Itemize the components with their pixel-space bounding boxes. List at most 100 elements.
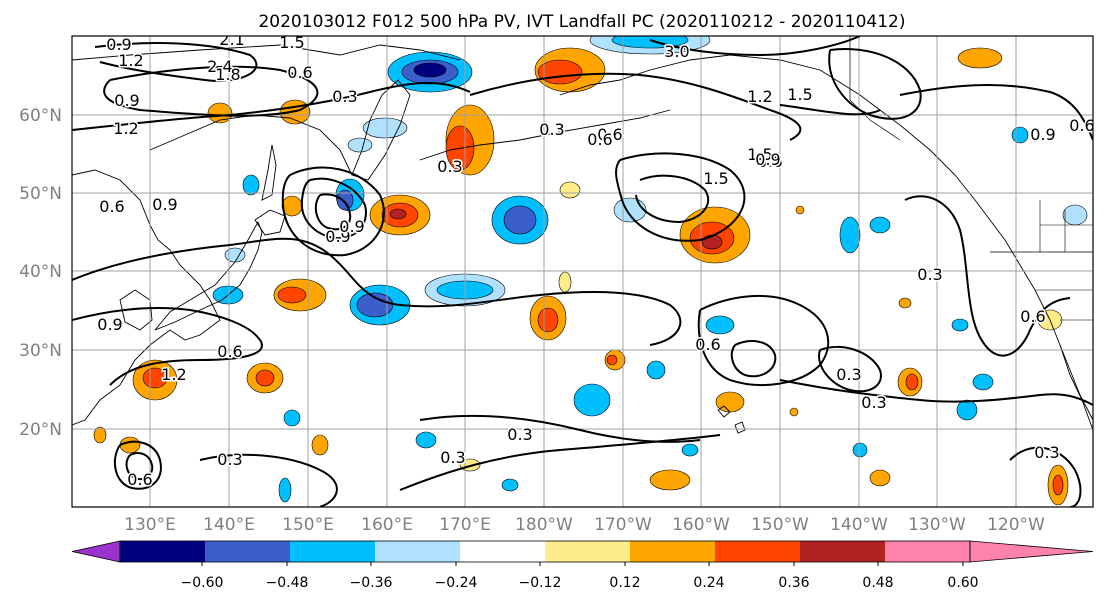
colorbar: −0.60 −0.48 −0.36 −0.24 −0.12 0.12 0.24 0.36 0.4… bbox=[71, 540, 1094, 591]
ivt-anomaly-blob bbox=[898, 297, 912, 309]
colorbar-segment bbox=[715, 541, 800, 562]
gridlines bbox=[72, 36, 1093, 507]
pv-contour bbox=[779, 379, 1093, 406]
ivt-anomaly-blob bbox=[537, 59, 583, 85]
pv-contour-label: 0.6 bbox=[1020, 307, 1045, 326]
pv-contour-label: 0.6 bbox=[99, 197, 124, 216]
pv-contour-label: 0.6 bbox=[1069, 116, 1094, 135]
colorbar-tick-label: 0.12 bbox=[609, 575, 640, 591]
ivt-anomaly-blob bbox=[972, 373, 994, 391]
colorbar-tick-label: 0.36 bbox=[778, 575, 809, 591]
colorbar-extend-high bbox=[969, 540, 1094, 563]
pv-contour-label: 0.6 bbox=[587, 130, 612, 149]
ivt-anomaly-blob bbox=[869, 469, 891, 487]
pv-contour-label: 2.4 bbox=[207, 57, 232, 76]
lat-label: 30°N bbox=[19, 341, 62, 361]
ivt-anomaly-blob bbox=[413, 62, 447, 78]
pv-contour-label: 0.3 bbox=[539, 120, 564, 139]
pv-contour bbox=[113, 440, 162, 490]
pv-contour-label: 1.2 bbox=[161, 365, 186, 384]
pv-contour-label: 0.6 bbox=[287, 63, 312, 82]
pv-contour-label: 0.9 bbox=[152, 195, 177, 214]
colorbar-extend-low bbox=[71, 540, 121, 563]
colorbar-segment bbox=[800, 541, 885, 562]
pv-contour bbox=[615, 152, 746, 242]
pv-contour-label: 2.1 bbox=[219, 30, 244, 49]
ivt-anomaly-blob bbox=[852, 442, 868, 458]
lat-label: 40°N bbox=[19, 262, 62, 282]
lon-label: 180°W bbox=[515, 515, 573, 535]
ivt-anomaly-blob bbox=[869, 216, 891, 234]
pv-contour-label: 0.3 bbox=[440, 448, 465, 467]
pv-contour-label: 1.5 bbox=[747, 145, 772, 164]
lon-label: 140°E bbox=[203, 515, 255, 535]
ivt-anomaly-blob bbox=[558, 271, 572, 293]
ivt-anomaly-blob bbox=[142, 367, 168, 389]
ivt-anomaly-blob bbox=[347, 137, 373, 153]
pv-contour bbox=[730, 340, 777, 378]
pv-contour-label: 0.6 bbox=[217, 342, 242, 361]
colorbar-tick-label: −0.24 bbox=[435, 575, 478, 591]
ivt-anomaly-blob bbox=[356, 292, 394, 318]
ivt-anomaly-blob bbox=[956, 399, 978, 421]
ivt-anomaly-blob bbox=[951, 318, 969, 332]
lon-label: 130°E bbox=[124, 515, 176, 535]
coastline-alaska bbox=[559, 54, 991, 221]
lon-label: 130°W bbox=[908, 515, 966, 535]
pv-contour bbox=[103, 65, 319, 117]
colorbar-frame bbox=[119, 540, 971, 563]
lon-label: 150°E bbox=[282, 515, 334, 535]
pv-contour-label: 1.5 bbox=[279, 33, 304, 52]
pv-contour-labels: 0.91.22.12.41.81.50.60.33.01.2 1.50.91.2 0… bbox=[96, 30, 1094, 491]
ivt-anomaly-blob bbox=[795, 205, 805, 215]
coastline-siberia bbox=[72, 44, 461, 61]
ivt-anomaly-blob bbox=[1052, 474, 1064, 496]
pv-contour-label: 0.3 bbox=[1034, 443, 1059, 462]
ivt-anomaly-blob bbox=[207, 102, 233, 124]
pv-contour-label: 0.9 bbox=[339, 217, 364, 236]
pv-contour bbox=[779, 84, 1093, 141]
ivt-anomaly-blob bbox=[283, 409, 301, 427]
pv-contour bbox=[1009, 446, 1082, 507]
colorbar-segment bbox=[885, 541, 970, 562]
pv-contour bbox=[72, 237, 682, 346]
ivt-anomaly-blob bbox=[311, 434, 329, 456]
colorbar-tick-label: 0.60 bbox=[947, 575, 978, 591]
ivt-anomaly-blob bbox=[681, 443, 699, 457]
ivt-anomaly-blob bbox=[705, 315, 735, 335]
pv-contour bbox=[635, 174, 710, 224]
coastline-kamchatka bbox=[351, 79, 411, 181]
pv-contour-label: 0.9 bbox=[114, 91, 139, 110]
ivt-anomaly-blob bbox=[905, 373, 919, 391]
pv-contour-label: 0.3 bbox=[507, 425, 532, 444]
pv-contour-label: 1.2 bbox=[747, 87, 772, 106]
ivt-anomaly-blob bbox=[255, 369, 275, 387]
pv-contour-label: 0.3 bbox=[332, 87, 357, 106]
colorbar-segment bbox=[205, 541, 290, 562]
lon-label: 160°W bbox=[672, 515, 730, 535]
ivt-anomaly-blob bbox=[537, 307, 559, 333]
lat-label: 60°N bbox=[19, 106, 62, 126]
ivt-anomaly-blob bbox=[613, 197, 647, 223]
pv-contour bbox=[281, 166, 385, 257]
coastline-hokkaido bbox=[254, 209, 286, 236]
coastline-baja bbox=[1059, 344, 1093, 431]
ivt-anomaly-blob bbox=[242, 174, 260, 196]
map-frame bbox=[71, 35, 1094, 508]
colorbar-segment bbox=[630, 541, 715, 562]
pv-contour-label: 3.0 bbox=[664, 42, 689, 61]
ivt-anomaly-blob bbox=[389, 208, 407, 220]
ivt-anomaly-blob bbox=[573, 383, 611, 417]
pv-contour-label: 0.3 bbox=[861, 393, 886, 412]
pv-contour-label: 0.9 bbox=[97, 315, 122, 334]
lon-label: 170°W bbox=[594, 515, 652, 535]
colorbar-segment bbox=[375, 541, 460, 562]
ivt-anomaly-blob bbox=[559, 181, 581, 199]
coastline-aleutians bbox=[419, 109, 671, 161]
ivt-anomaly-blob bbox=[957, 47, 1003, 69]
pv-contour-label: 0.3 bbox=[836, 365, 861, 384]
pv-contour-label: 0.6 bbox=[757, 152, 782, 171]
pv-contour bbox=[125, 452, 154, 481]
ivt-anomaly-blob bbox=[278, 477, 292, 503]
